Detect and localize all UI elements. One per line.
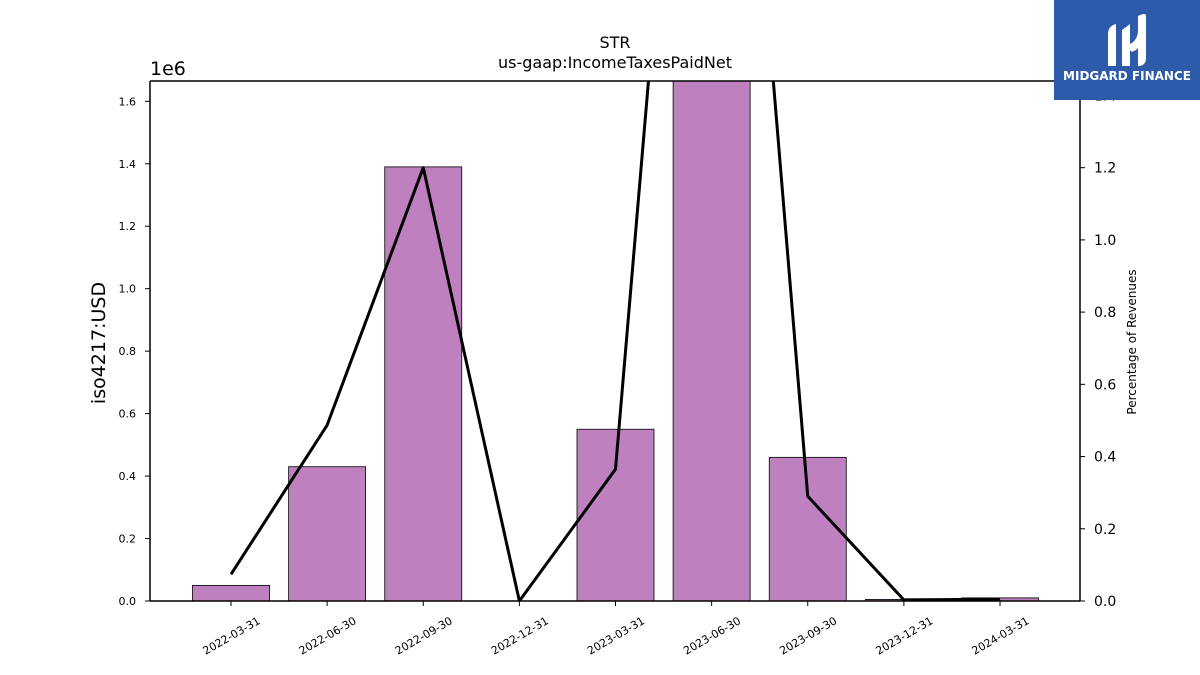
x-tick-label: 2022-06-30 xyxy=(297,614,359,657)
bars-layer xyxy=(192,81,1039,601)
y-tick-label: 0.2 xyxy=(119,533,137,546)
bar-2022-09-30 xyxy=(384,166,463,601)
x-tick-label: 2023-03-31 xyxy=(585,614,647,657)
chart-title: STR xyxy=(599,33,630,52)
y-tick-label: 1.4 xyxy=(119,158,137,171)
y2-tick-label: 0.4 xyxy=(1094,450,1116,466)
y-offset-label: 1e6 xyxy=(150,58,186,80)
y2-tick-label: 0.6 xyxy=(1094,377,1116,393)
y-tick-label: 1.6 xyxy=(119,95,137,108)
y-tick-label: 1.2 xyxy=(119,220,137,233)
x-tick-label: 2022-09-30 xyxy=(393,614,455,657)
bar-2022-03-31 xyxy=(192,584,270,601)
chart-subtitle: us-gaap:IncomeTaxesPaidNet xyxy=(498,53,732,72)
x-tick-label: 2023-09-30 xyxy=(777,614,839,657)
y-tick-label: 1.0 xyxy=(119,283,137,296)
line-layer xyxy=(229,81,1001,601)
logo-text: MIDGARD FINANCE xyxy=(1063,69,1191,83)
y2-tick-label: 0.8 xyxy=(1094,305,1116,321)
bar-2023-06-30 xyxy=(672,81,751,601)
bar-2022-06-30 xyxy=(288,466,367,601)
y2-tick-label: 0.0 xyxy=(1094,594,1116,610)
x-tick-label: 2022-03-31 xyxy=(201,614,263,657)
y2-tick-label: 1.0 xyxy=(1094,233,1116,249)
y2-axis-label: Percentage of Revenues xyxy=(1125,269,1139,414)
y-tick-label: 0.4 xyxy=(119,470,137,483)
y-tick-label: 0.6 xyxy=(119,408,137,421)
y-tick-label: 0.8 xyxy=(119,345,137,358)
y2-tick-label: 0.2 xyxy=(1094,522,1116,538)
x-tick-label: 2023-12-31 xyxy=(874,614,936,657)
y2-tick-label: 1.2 xyxy=(1094,161,1116,177)
y-tick-label: 0.0 xyxy=(119,595,137,608)
y-axis-label: iso4217:USD xyxy=(88,282,110,404)
x-tick-label: 2023-06-30 xyxy=(681,614,743,657)
x-tick-label: 2024-03-31 xyxy=(970,614,1032,657)
midgard-finance-logo: MIDGARD FINANCE xyxy=(1054,0,1200,100)
logo-mark-icon xyxy=(1108,14,1146,66)
x-tick-label: 2022-12-31 xyxy=(489,614,551,657)
